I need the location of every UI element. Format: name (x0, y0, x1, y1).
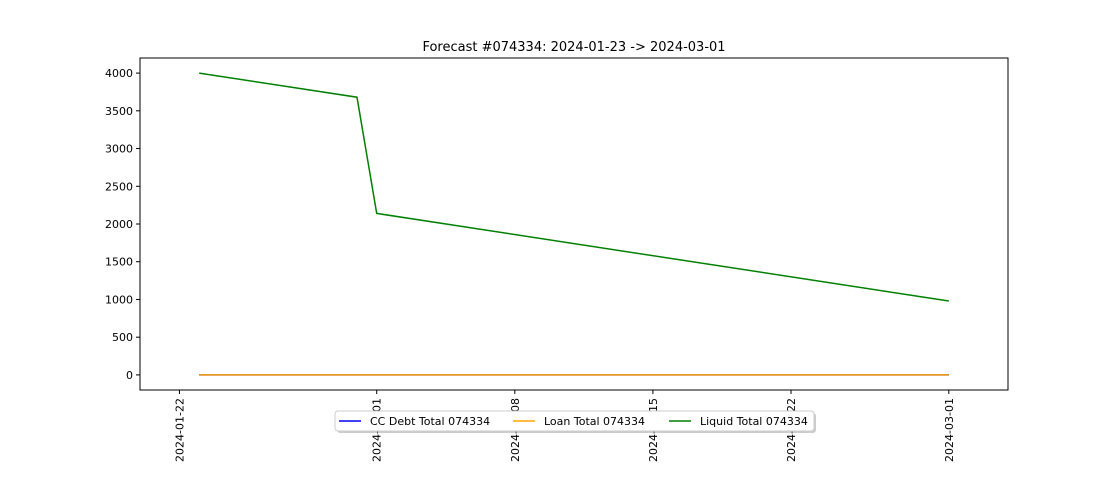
legend-box (334, 410, 815, 432)
legend: CC Debt Total 074334 Loan Total 074334 Liq… (334, 410, 816, 433)
x-tick-label: 2024-03-01 (943, 398, 956, 462)
y-tick-label: 3000 (105, 143, 133, 156)
legend-label-loan-total-074334: Loan Total 074334 (544, 415, 645, 428)
y-tick-label: 500 (112, 331, 133, 344)
x-tick-label: 2024-01-22 (173, 398, 186, 462)
y-tick-label: 2500 (105, 180, 133, 193)
plot-frame (139, 57, 1009, 391)
y-tick-label: 1000 (105, 293, 133, 306)
series-line-liquid-total-074334 (199, 72, 949, 302)
chart-title: Forecast #074334: 2024-01-23 -> 2024-03-… (422, 40, 725, 55)
legend-label-liquid-total-074334: Liquid Total 074334 (700, 415, 808, 428)
y-tick-label: 3500 (105, 105, 133, 118)
legend-label-cc-debt-total-074334: CC Debt Total 074334 (370, 415, 490, 428)
y-tick-label: 0 (126, 369, 133, 382)
plot-lines (199, 72, 949, 376)
y-tick-label: 1500 (105, 256, 133, 269)
y-tick-label: 4000 (105, 67, 133, 80)
y-tick-label: 2000 (105, 218, 133, 231)
y-axis: 0 500 1000 1500 2000 2500 3000 3500 4000 (105, 67, 140, 382)
